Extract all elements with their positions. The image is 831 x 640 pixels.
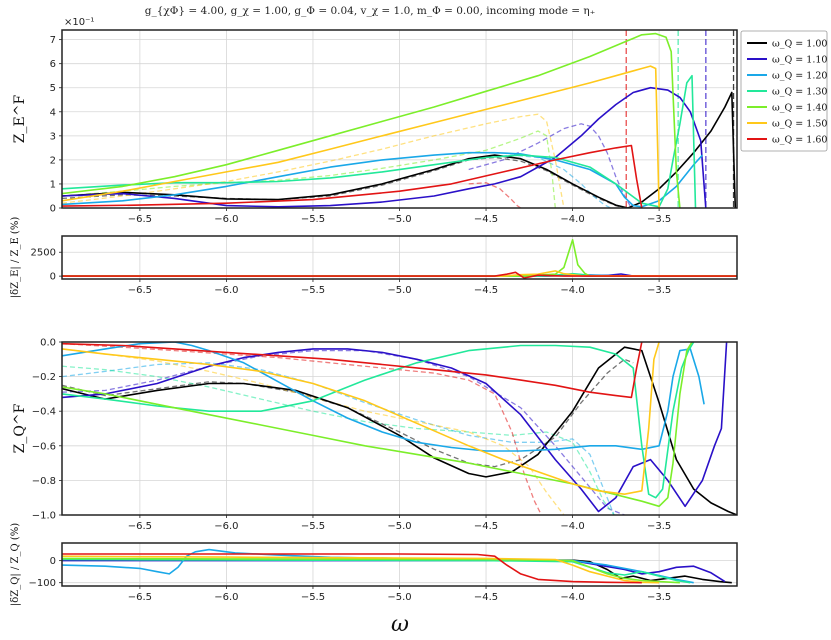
x-tick-label: −3.5 [647,214,671,225]
x-tick-label: −6.5 [128,214,152,225]
x-tick-label: −3.5 [647,521,671,532]
x-tick-label: −4.0 [560,521,584,532]
series-line [62,559,732,584]
legend-label: ω_Q = 1.10 [772,55,827,66]
x-tick-label: −6.0 [214,592,238,603]
dashed-series-line [62,365,615,515]
series-line [62,342,660,496]
series-line [62,271,737,279]
y-tick-label: −1.0 [32,511,56,522]
x-tick-label: −6.0 [214,214,238,225]
legend-frame [740,30,828,152]
figure-title: g_{χΦ} = 4.00, g_χ = 1.00, g_Φ = 0.04, v… [145,5,596,17]
series-line [62,342,695,499]
x-tick-label: −5.0 [387,592,411,603]
y-tick-label: 6 [50,59,56,70]
legend-label: ω_Q = 1.30 [772,87,827,98]
series-line [62,91,737,208]
x-tick-label: −4.5 [474,592,498,603]
x-tick-label: −5.5 [301,521,325,532]
x-tick-label: −4.5 [474,521,498,532]
y-tick-label: −0.2 [32,372,56,383]
panel-ze: −6.5 −6.0 −5.5 −5.0 −4.5 −4.0 −3.5 0 1 2 3 4 5 6 7 ×10⁻… [12,17,738,225]
dashed-series-line [62,343,542,515]
series-line [62,86,707,208]
dashed-series-line [468,182,522,208]
series-line [62,342,643,399]
series-line [62,74,697,208]
y-tick-label: 0.0 [40,338,56,349]
panel-dze: −6.5 −6.0 −5.5 −5.0 −4.5 −4.0 −3.5 0 2500 |δZ_E| … [10,217,738,299]
y-tick-label: 5 [50,83,56,94]
panel-dzq: −6.5 −6.0 −5.5 −5.0 −4.5 −4.0 −3.5 −100 0 |δZ_Q| … [10,523,738,606]
x-tick-label: −5.5 [301,214,325,225]
series-line [62,342,728,513]
x-tick-label: −6.5 [128,285,152,296]
y-tick-label: 1 [50,179,56,190]
legend-label: ω_Q = 1.20 [772,71,827,82]
series-line [62,548,694,584]
y-tick-label: −0.8 [32,476,56,487]
x-tick-label: −4.0 [560,592,584,603]
series-line [62,342,705,452]
x-tick-label: −3.5 [647,592,671,603]
axes-frame [61,235,738,280]
legend-label: ω_Q = 1.50 [772,119,827,130]
dashed-series-line [62,113,565,208]
y-axis-label: Z_Q^F [12,403,28,453]
axes-frame [61,29,738,209]
series-line [62,557,680,584]
x-tick-label: −3.5 [647,285,671,296]
y-tick-label: 0 [50,556,56,567]
y-axis-label: |δZ_E| / Z_E (%) [10,217,21,299]
legend-label: ω_Q = 1.60 [772,135,827,146]
y-tick-label: 2500 [31,248,56,259]
y-tick-label: 3 [50,131,56,142]
legend: ω_Q = 1.00 ω_Q = 1.10 ω_Q = 1.20 ω_Q = 1.30… [740,30,828,152]
x-tick-label: −6.5 [128,521,152,532]
series-line [62,555,660,584]
series-line [62,151,703,208]
y-offset-label: ×10⁻¹ [64,17,94,28]
series-line [62,65,660,208]
y-axis-label: Z_E^F [12,95,28,144]
x-tick-label: −4.0 [560,285,584,296]
y-tick-label: 0 [50,204,56,215]
y-tick-label: 0 [50,272,56,283]
panel-zq: −6.5 −6.0 −5.5 −5.0 −4.5 −4.0 −3.5 −1.0 −0.8 −0.6… [12,338,738,532]
x-tick-label: −6.0 [214,285,238,296]
x-tick-label: −5.5 [301,592,325,603]
x-tick-label: −6.0 [214,521,238,532]
x-tick-label: −5.0 [387,214,411,225]
y-tick-label: 2 [50,155,56,166]
y-tick-label: −100 [29,578,56,589]
axes-frame [61,542,738,587]
x-tick-label: −4.5 [474,214,498,225]
y-tick-label: 4 [50,107,56,118]
y-tick-label: −0.6 [32,441,56,452]
dashed-series-line [485,154,611,208]
x-tick-label: −5.0 [387,285,411,296]
x-tick-label: −4.5 [474,285,498,296]
series-line [62,144,643,208]
x-axis-label: ω [391,612,409,637]
x-tick-label: −4.0 [560,214,584,225]
x-tick-label: −5.0 [387,521,411,532]
x-tick-label: −6.5 [128,592,152,603]
series-line [62,553,642,584]
legend-label: ω_Q = 1.40 [772,103,827,114]
series-line [62,342,693,508]
dashed-series-line [468,123,632,208]
legend-label: ω_Q = 1.00 [772,39,827,50]
y-tick-label: −0.4 [32,407,56,418]
y-axis-label: |δZ_Q| / Z_Q (%) [10,523,21,606]
series-line [62,32,681,208]
y-tick-label: 7 [50,35,56,46]
axes-frame [61,341,738,516]
x-tick-label: −5.5 [301,285,325,296]
dashed-series-line [62,130,556,208]
